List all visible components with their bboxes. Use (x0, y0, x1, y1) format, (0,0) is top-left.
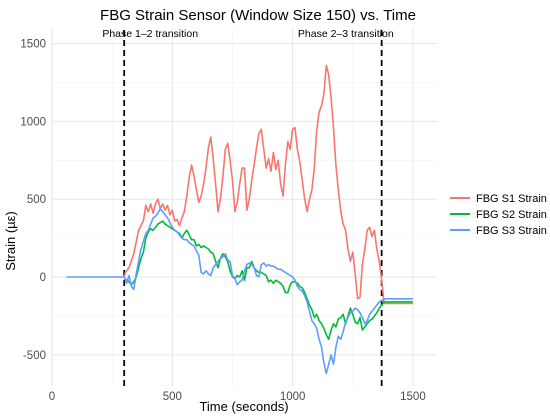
x-tick-label: 1500 (400, 391, 426, 403)
y-tick-label: 1500 (20, 39, 46, 51)
series-line (123, 64, 413, 305)
legend-label: FBG S3 Strain (476, 225, 547, 237)
y-tick-label: -500 (23, 350, 46, 362)
legend-label: FBG S2 Strain (476, 209, 547, 221)
chart-title: FBG Strain Sensor (Window Size 150) vs. … (100, 7, 416, 24)
legend-label: FBG S1 Strain (476, 193, 547, 205)
series-lines (66, 64, 413, 375)
legend: FBG S1 Strain FBG S2 Strain FBG S3 Strain (450, 193, 547, 237)
phase-transition-label: Phase 2–3 transition (298, 28, 394, 40)
axis-ticks: 0 500 1000 1500 -500 0 500 1000 1500 (20, 39, 425, 403)
y-tick-label: 500 (27, 194, 46, 206)
x-tick-label: 1000 (280, 391, 306, 403)
grid (51, 28, 437, 386)
series-line (66, 207, 413, 375)
phase-transition-label: Phase 1–2 transition (102, 28, 198, 40)
y-tick-label: 0 (40, 272, 46, 284)
y-axis-title: Strain (µε) (3, 211, 18, 271)
x-tick-label: 500 (163, 391, 182, 403)
series-line (123, 220, 413, 341)
x-axis-title: Time (seconds) (199, 399, 288, 414)
y-tick-label: 1000 (20, 116, 46, 128)
phase-transition-lines: Phase 1–2 transition Phase 2–3 transition (102, 28, 394, 386)
x-tick-label: 0 (49, 391, 55, 403)
